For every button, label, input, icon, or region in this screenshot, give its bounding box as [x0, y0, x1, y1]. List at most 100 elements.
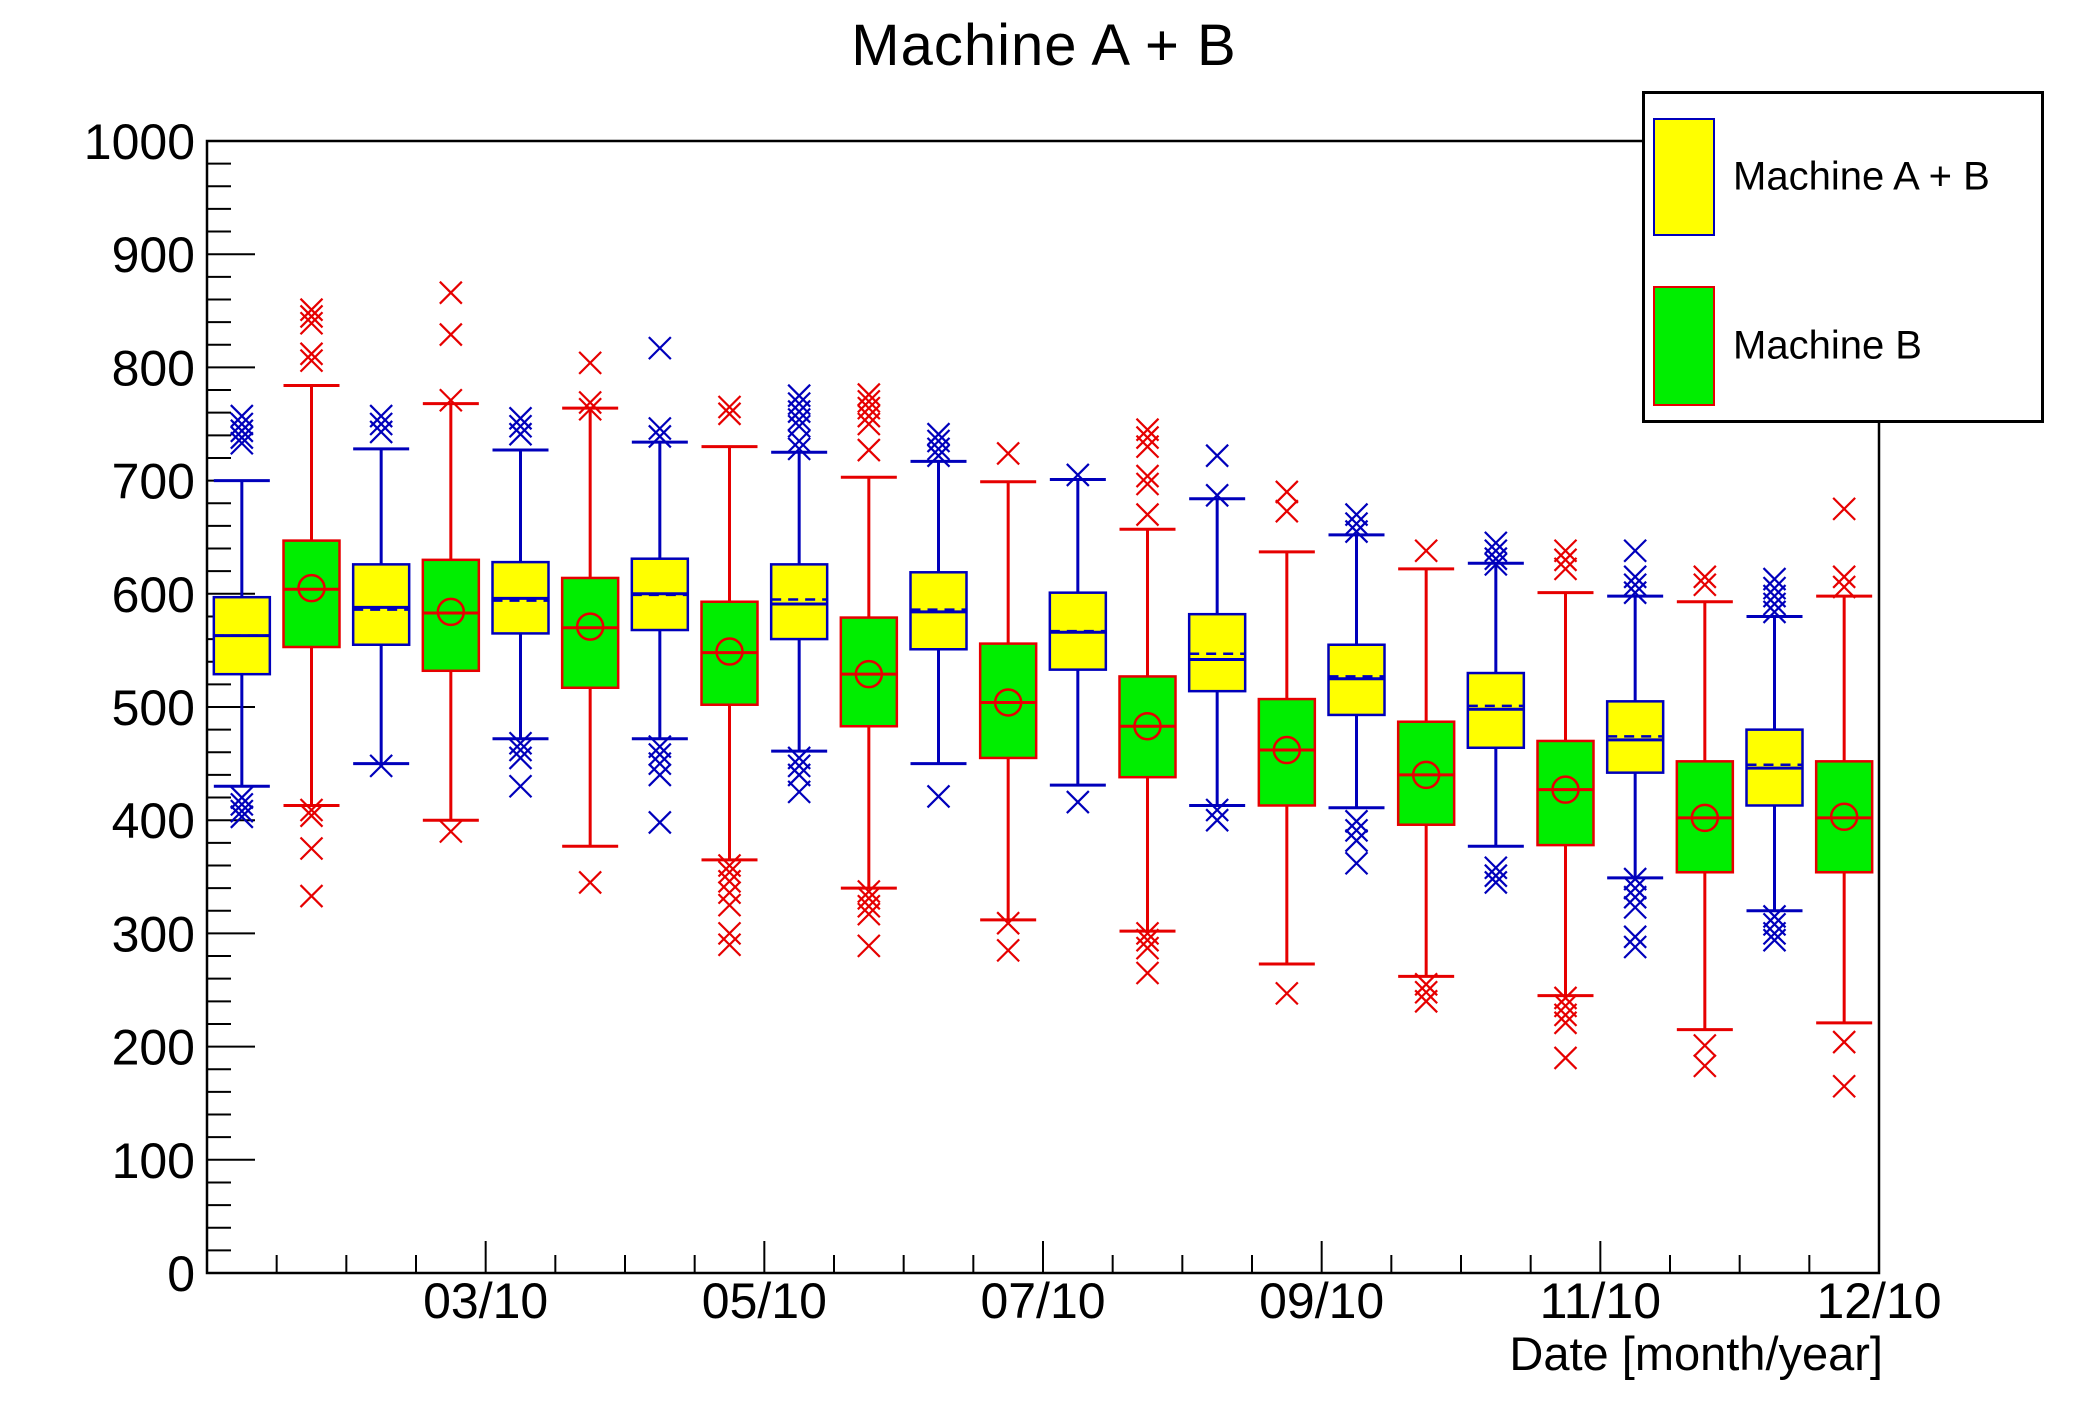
x-tick-label: 09/10 [1259, 1273, 1384, 1329]
outlier-marker [1553, 557, 1578, 581]
outlier-marker [508, 738, 533, 762]
outlier-marker [1135, 928, 1160, 952]
outlier-marker [1832, 565, 1856, 589]
outlier-marker [1135, 502, 1160, 527]
mean-circle [297, 573, 326, 603]
outlier-marker [787, 437, 811, 461]
outlier-marker [369, 754, 393, 778]
outlier-marker [787, 429, 811, 453]
outlier-marker [439, 388, 463, 413]
outlier-marker [299, 884, 324, 908]
y-tick-label: 400 [112, 793, 195, 849]
y-tick-label: 300 [112, 906, 195, 962]
outlier-marker [230, 799, 254, 823]
outlier-marker [1135, 417, 1160, 442]
mean-circle [436, 597, 466, 627]
outlier-marker [1344, 828, 1369, 853]
outlier-marker [857, 438, 881, 462]
outlier-marker [648, 734, 672, 759]
outlier-marker [717, 893, 742, 917]
outlier-marker [1693, 1033, 1717, 1058]
x-axis-title: Date [month/year] [1509, 1327, 1883, 1380]
outlier-marker [1066, 463, 1090, 487]
outlier-marker [1344, 851, 1369, 875]
outlier-marker [299, 342, 324, 366]
mean-circle [1272, 735, 1302, 765]
outlier-marker [857, 412, 881, 436]
outlier-marker [1484, 552, 1508, 577]
outlier-marker [1832, 1074, 1856, 1098]
outlier-marker [717, 869, 742, 894]
x-tick-label: 12/10 [1816, 1273, 1941, 1329]
outlier-marker [1135, 464, 1160, 488]
outlier-marker [1484, 870, 1508, 895]
y-tick-label: 600 [112, 567, 195, 623]
iqr-box [282, 539, 341, 649]
mean-circle [993, 688, 1023, 717]
outlier-marker [717, 932, 742, 957]
outlier-marker [717, 395, 742, 419]
outlier-marker [1693, 572, 1717, 597]
outlier-marker [1762, 928, 1787, 952]
outlier-marker [1762, 600, 1787, 624]
outlier-marker [926, 784, 951, 809]
outlier-marker [299, 836, 324, 861]
outlier-marker [1762, 904, 1787, 929]
y-tick-label: 900 [112, 227, 195, 283]
legend-label-machine-b: Machine B [1733, 323, 1922, 368]
x-tick-label: 07/10 [980, 1273, 1105, 1329]
outlier-marker [1553, 548, 1578, 572]
mean-circle [1551, 775, 1580, 804]
outlier-marker [1135, 425, 1160, 450]
mean-circle [715, 637, 744, 666]
outlier-marker [578, 351, 602, 375]
outlier-marker [1553, 994, 1578, 1018]
y-tick-label: 1000 [84, 114, 195, 170]
outlier-marker [648, 416, 672, 441]
outlier-marker [230, 419, 254, 443]
outlier-marker [857, 902, 881, 926]
outlier-marker [648, 810, 672, 835]
outlier-marker [578, 870, 602, 895]
outlier-marker [1205, 798, 1229, 822]
legend-swatch-machine-b [1653, 286, 1715, 406]
outlier-marker [648, 751, 672, 776]
outlier-marker [439, 280, 463, 305]
legend-entry-machine-b: Machine B [1645, 286, 2041, 406]
outlier-marker [1414, 539, 1438, 563]
outlier-marker [1623, 876, 1647, 900]
outlier-marker [1205, 483, 1229, 508]
y-tick-label: 200 [112, 1020, 195, 1076]
outlier-marker [578, 397, 602, 422]
outlier-marker [1414, 980, 1438, 1005]
outlier-marker [230, 805, 254, 829]
outlier-marker [369, 420, 393, 444]
outlier-marker [1623, 580, 1647, 605]
outlier-marker [1693, 565, 1717, 589]
outlier-marker [857, 894, 881, 919]
outlier-marker [1484, 546, 1508, 571]
outlier-marker [1553, 1003, 1578, 1027]
chart-title: Machine A + B [851, 13, 1237, 78]
x-tick-label: 03/10 [423, 1273, 548, 1329]
outlier-marker [1623, 539, 1647, 563]
outlier-marker [787, 407, 811, 432]
iqr-box [1257, 697, 1317, 807]
outlier-marker [1484, 863, 1508, 888]
outlier-marker [230, 425, 254, 450]
outlier-marker [299, 311, 324, 336]
outlier-marker [439, 322, 463, 347]
outlier-marker [1553, 986, 1578, 1010]
outlier-marker [508, 774, 533, 799]
iqr-box [1536, 739, 1595, 847]
x-tick-label: 11/10 [1540, 1273, 1661, 1329]
outlier-marker [1135, 936, 1160, 960]
mean-circle [1411, 760, 1441, 790]
outlier-marker [299, 304, 324, 329]
outlier-marker [648, 763, 672, 787]
outlier-marker [1344, 502, 1369, 527]
outlier-marker [1344, 519, 1369, 544]
outlier-marker [1623, 885, 1647, 909]
